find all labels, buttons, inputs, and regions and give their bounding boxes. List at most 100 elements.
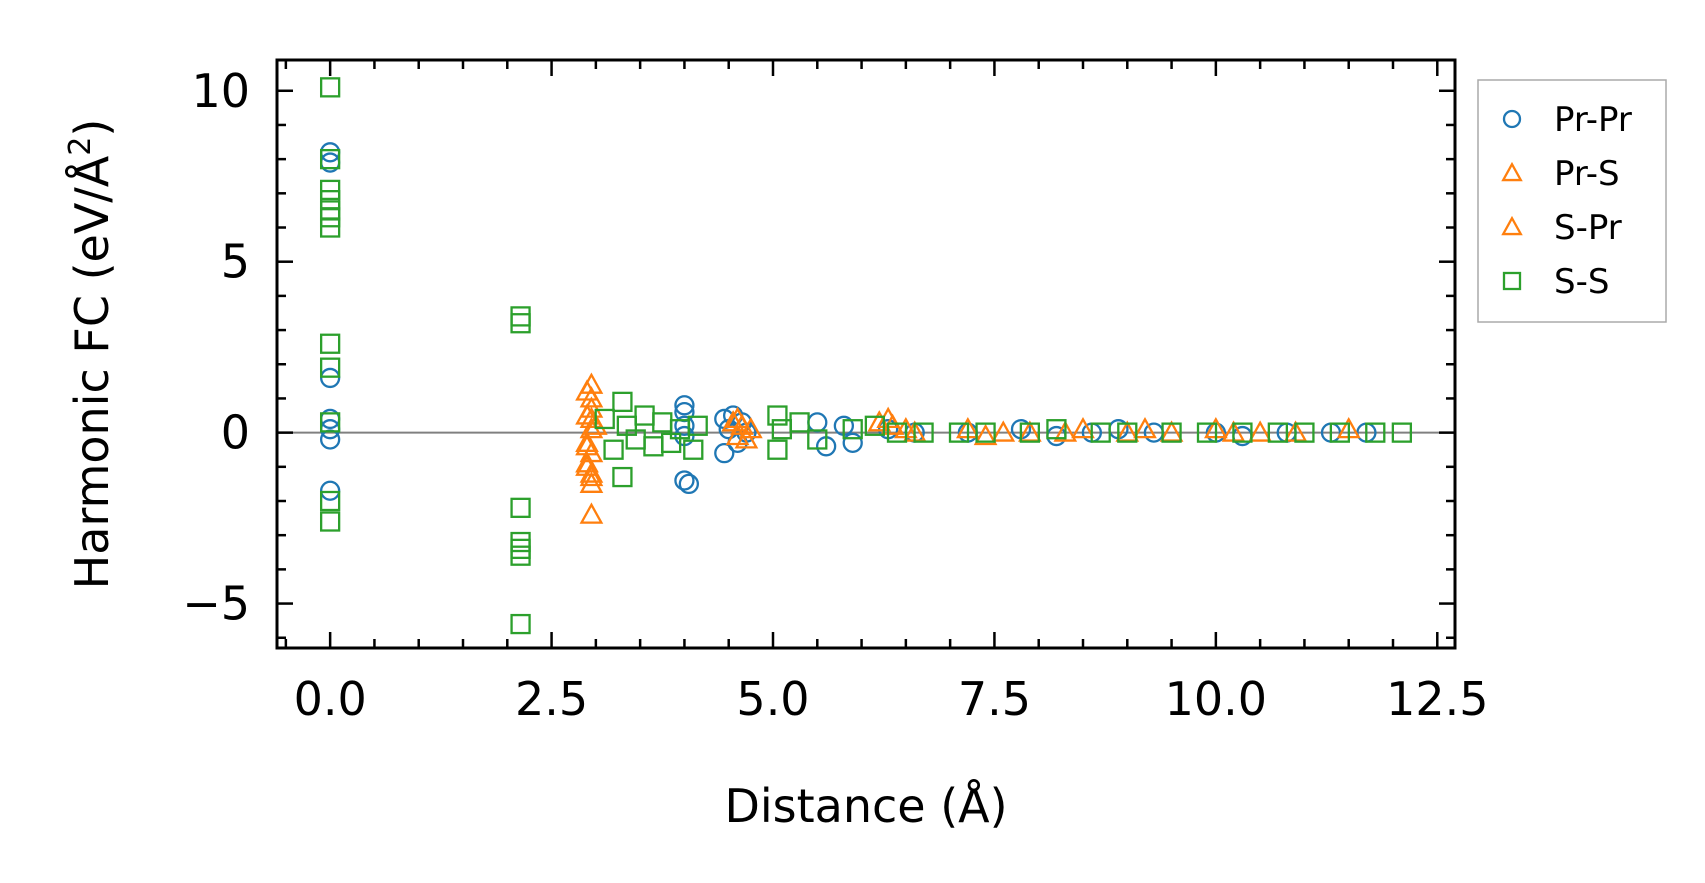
point-pr-pr <box>678 473 700 495</box>
legend-marker-pr-s <box>1501 161 1523 182</box>
x-tick-label: 2.5 <box>515 672 588 726</box>
point-pr-pr <box>842 432 863 454</box>
point-s-s <box>594 408 615 430</box>
point-pr-pr <box>1046 425 1067 447</box>
point-s-s <box>767 439 788 460</box>
point-s-s <box>510 531 531 553</box>
point-s-s <box>913 422 934 443</box>
point-pr-s <box>1248 420 1272 442</box>
point-pr-pr <box>674 470 695 491</box>
point-s-s <box>510 538 531 560</box>
point-s-s <box>319 511 341 532</box>
point-pr-pr <box>319 367 341 389</box>
point-pr-s <box>1071 416 1095 439</box>
legend-marker-s-s <box>1502 271 1522 291</box>
point-s-s <box>652 412 673 433</box>
point-s-s <box>319 179 341 201</box>
point-pr-pr <box>319 419 341 440</box>
point-s-s <box>510 613 531 635</box>
point-s-s <box>510 497 531 518</box>
point-s-s <box>319 333 341 354</box>
point-pr-pr <box>319 480 341 501</box>
point-s-s <box>1117 422 1138 443</box>
point-pr-s <box>973 423 998 446</box>
x-tick-label: 10.0 <box>1165 672 1267 726</box>
point-s-s <box>1196 422 1218 443</box>
point-s-pr <box>1053 420 1078 442</box>
legend: Pr-Pr Pr-S S-Pr S-S <box>1477 79 1667 323</box>
plot-frame <box>275 58 1457 650</box>
point-s-s <box>1294 422 1315 443</box>
point-s-s <box>789 412 810 433</box>
legend-box <box>1477 79 1667 323</box>
point-s-s <box>612 391 633 413</box>
y-axis-label-superscript: 2 <box>63 137 98 156</box>
point-s-s <box>1329 422 1351 443</box>
point-s-s <box>1232 422 1253 443</box>
point-s-s <box>1019 422 1041 443</box>
x-tick-label: 5.0 <box>736 672 809 726</box>
legend-label-pr-pr: Pr-Pr <box>1554 100 1632 140</box>
point-s-s <box>634 405 655 426</box>
point-s-s <box>1267 422 1289 443</box>
point-s-pr <box>575 403 599 425</box>
point-s-s <box>643 436 664 457</box>
point-s-pr <box>575 434 599 456</box>
point-s-s <box>975 422 996 443</box>
point-s-s <box>319 207 341 228</box>
legend-marker-pr-pr <box>1502 109 1522 129</box>
point-s-s <box>1391 422 1413 443</box>
point-s-s <box>771 419 793 440</box>
point-s-s <box>683 439 704 460</box>
point-s-s <box>1046 419 1067 440</box>
point-pr-pr <box>674 395 695 416</box>
y-tick-label: −5 <box>182 577 250 631</box>
y-axis-label-close: ) <box>65 119 119 137</box>
x-tick-label: 0.0 <box>294 672 367 726</box>
legend-label-s-s: S-S <box>1554 262 1609 302</box>
point-s-pr <box>575 379 599 401</box>
y-axis-label-main: Harmonic FC (eV/Å <box>65 155 119 589</box>
point-s-pr <box>725 423 750 446</box>
point-pr-pr <box>807 412 828 433</box>
y-tick-label: 5 <box>221 235 250 289</box>
point-s-s <box>603 439 624 460</box>
point-pr-pr <box>714 442 735 464</box>
y-tick-label: 10 <box>191 64 250 118</box>
point-pr-s <box>579 471 604 493</box>
point-s-s <box>510 313 531 334</box>
point-s-s <box>510 306 531 327</box>
point-s-s <box>1365 422 1386 443</box>
point-s-pr <box>579 464 604 487</box>
point-s-s <box>319 357 341 378</box>
point-pr-s <box>584 413 608 435</box>
point-s-s <box>319 190 341 211</box>
point-s-s <box>767 405 788 426</box>
legend-label-pr-s: Pr-S <box>1554 154 1620 194</box>
point-s-s <box>948 422 970 443</box>
point-pr-pr <box>674 415 695 436</box>
data-points <box>319 77 1413 635</box>
point-s-s <box>1161 422 1182 443</box>
point-pr-s <box>579 502 604 524</box>
point-s-s <box>319 200 341 221</box>
point-s-pr <box>721 410 745 432</box>
point-s-s <box>807 429 828 450</box>
point-pr-s <box>739 416 763 439</box>
point-s-s <box>319 77 341 98</box>
y-tick-labels: 10 5 0 −5 <box>182 64 250 631</box>
point-pr-s <box>734 427 759 449</box>
legend-markers <box>1501 109 1523 291</box>
point-s-s <box>319 148 341 170</box>
legend-marker-s-pr <box>1501 215 1523 236</box>
x-tick-label: 12.5 <box>1386 672 1488 726</box>
point-s-s <box>510 545 531 566</box>
point-s-s <box>842 419 863 440</box>
point-s-s <box>1090 422 1111 443</box>
y-axis-label: Harmonic FC (eV/Å2) <box>63 119 119 590</box>
axis-ticks <box>277 60 1455 648</box>
point-s-s <box>886 422 908 443</box>
point-s-s <box>319 490 341 512</box>
point-s-pr <box>1133 416 1157 439</box>
